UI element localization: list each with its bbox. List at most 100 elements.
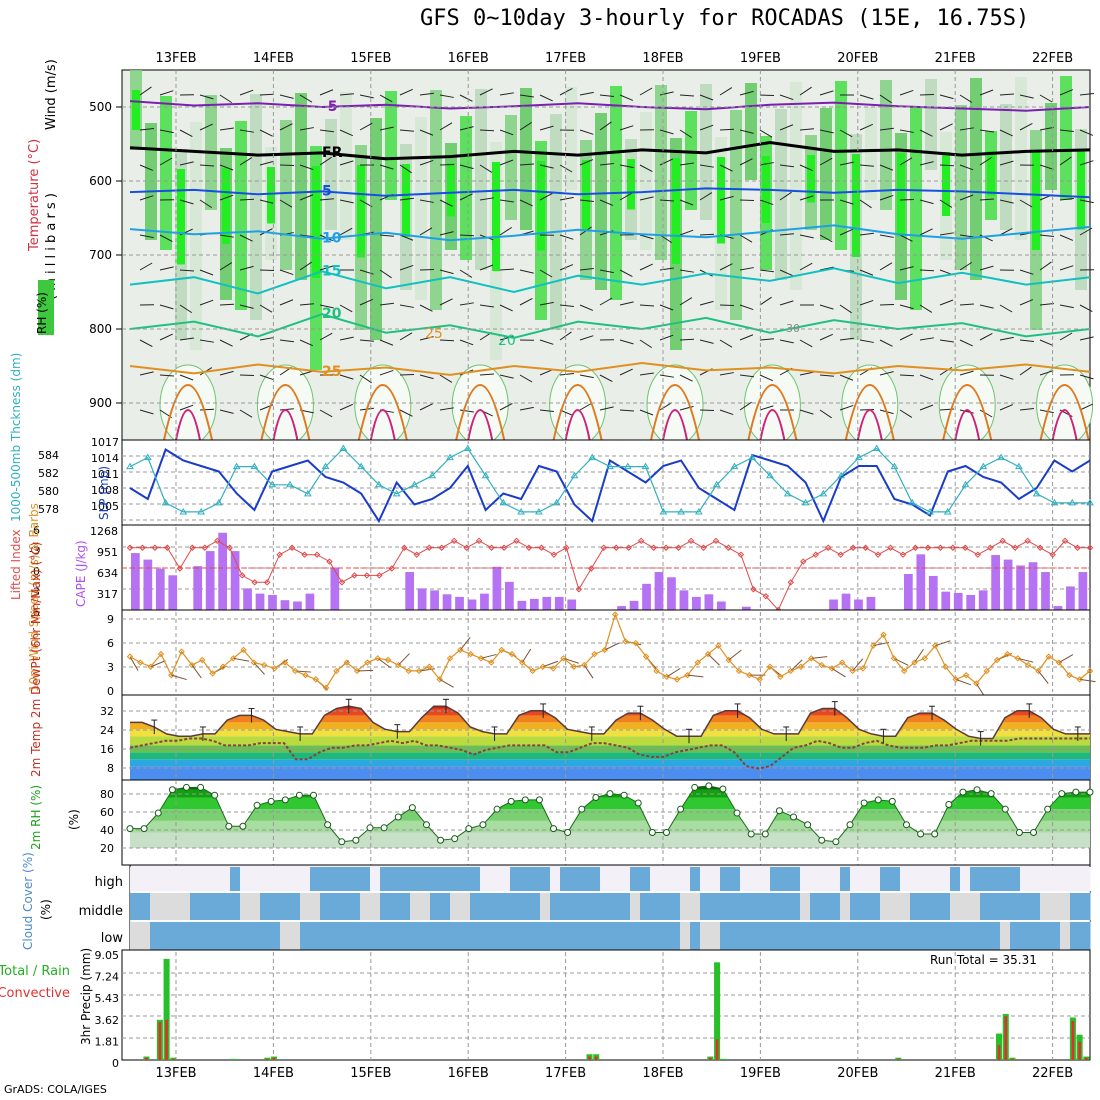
wind-barb <box>619 269 633 278</box>
cloud-cell-high <box>550 867 561 891</box>
lifted-index-marker <box>899 551 907 558</box>
cloud-cell-low <box>170 922 181 950</box>
cape-bar <box>517 600 527 610</box>
wind-barb <box>859 339 874 343</box>
rh-band <box>790 82 802 290</box>
cape-bar <box>143 559 153 610</box>
wind-barb <box>339 403 353 411</box>
wind-barb <box>839 304 852 314</box>
date-label-top: 16FEB <box>448 51 489 66</box>
thickness-marker <box>481 471 490 479</box>
wind-barb <box>199 269 214 276</box>
wind-barb <box>799 234 814 239</box>
cape-bar <box>131 553 140 610</box>
cloud-cell-high <box>210 867 221 891</box>
cloud-cell-middle <box>970 893 981 920</box>
wind-barb <box>979 409 993 418</box>
wind-barb <box>199 94 214 100</box>
wind-barb <box>539 94 553 102</box>
wind-barb <box>939 299 954 306</box>
temp-axis: 32 24 16 8 <box>100 705 114 775</box>
precip-total-bar <box>714 962 721 1060</box>
rh-marker <box>324 821 332 829</box>
precip-total-bar <box>720 1058 727 1060</box>
precip-convective-bar <box>594 1056 598 1060</box>
wind-barb <box>1059 265 1074 271</box>
cloud-cell-high <box>400 867 411 891</box>
cloud-cell-middle <box>870 893 881 920</box>
wind-barb-10m <box>191 664 202 679</box>
cape-bar <box>966 594 976 610</box>
wind-barb <box>599 94 614 97</box>
wind-barb <box>1039 303 1054 306</box>
wind-barb <box>299 234 314 238</box>
wind-barb <box>879 262 893 271</box>
wind-barb <box>439 407 454 411</box>
wind-barb <box>139 164 154 171</box>
lifted-index-marker <box>438 544 445 551</box>
cloud-cell-low <box>440 922 451 950</box>
lifted-index-marker <box>874 551 882 558</box>
rh-marker <box>535 796 543 804</box>
cape-li-panel: -6 -3 0 3 6 1268 951 634 317 Lifted Index CAPE (… <box>9 524 1094 619</box>
wind-marker <box>859 665 867 672</box>
date-label-bottom: 18FEB <box>642 1066 683 1081</box>
wind-barb <box>539 369 554 376</box>
wind-barb <box>179 161 194 166</box>
cloud-cell-low <box>830 922 841 950</box>
temp-line <box>130 705 1090 740</box>
rh-marker <box>775 807 783 815</box>
cloud-cell-low <box>530 922 541 950</box>
wind-barb <box>699 164 714 168</box>
precip-convective-bar <box>1011 1058 1014 1060</box>
wind-barb <box>439 374 453 383</box>
temp-band <box>130 729 1090 737</box>
cloud-cell-middle <box>330 893 341 920</box>
lifted-index-marker <box>550 551 558 558</box>
cloud-cell-high <box>870 867 881 891</box>
wind-barb <box>939 94 954 100</box>
cloud-cell-high <box>780 867 791 891</box>
wind-marker <box>1055 659 1063 666</box>
cloud-cell-high <box>860 867 871 891</box>
wind-barb <box>539 301 554 306</box>
wind-barb <box>159 90 174 96</box>
cloud-cell-low <box>580 922 591 950</box>
lifted-index-marker <box>500 544 508 551</box>
dewpt-line <box>129 737 1090 770</box>
wind-barb <box>599 374 613 383</box>
hot-contour <box>662 409 688 441</box>
hot-contour <box>467 409 494 441</box>
precip-convective-bar <box>1004 1016 1008 1060</box>
cloud-cell-middle <box>440 893 451 920</box>
thickness-marker <box>499 498 508 506</box>
wind-marker <box>839 659 846 666</box>
rh-band <box>970 78 982 280</box>
rh-band <box>595 113 607 290</box>
wind-barb <box>899 266 914 271</box>
wind-barb <box>779 269 793 277</box>
wind-barb <box>739 401 752 411</box>
wind-barb <box>759 269 774 273</box>
cloud-cell-high <box>650 867 661 891</box>
wind-barb <box>1039 94 1053 103</box>
wind-barb <box>279 199 293 208</box>
wind-barb <box>779 233 794 236</box>
wind-barb <box>539 339 554 345</box>
wind-barb <box>899 409 913 418</box>
cloud-cells <box>130 867 1091 950</box>
cloud-cell-low <box>1000 922 1011 950</box>
thickness-marker <box>375 480 383 488</box>
wind-barb-10m <box>687 674 704 678</box>
wind-barb <box>259 374 274 381</box>
cloud-cell-middle <box>460 893 471 920</box>
rh-core <box>1077 149 1085 230</box>
date-axis-top: 13FEB 14FEB 15FEB 16FEB 17FEB 18FEB 19FEB 20FEB… <box>155 51 1073 66</box>
cloud-cell-low <box>620 922 631 950</box>
wind-barb <box>999 336 1014 341</box>
wind-marker <box>488 659 495 666</box>
date-label-bottom: 15FEB <box>350 1066 391 1081</box>
thickness-marker <box>961 480 970 488</box>
date-label-bottom: 19FEB <box>740 1066 781 1081</box>
cloud-cell-high <box>470 867 481 891</box>
